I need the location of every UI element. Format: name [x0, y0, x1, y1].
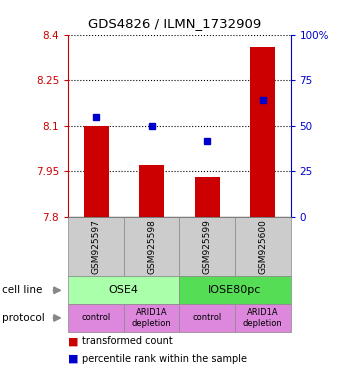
Bar — [84, 126, 108, 217]
Text: control: control — [82, 313, 111, 323]
Bar — [139, 165, 164, 217]
Text: transformed count: transformed count — [82, 336, 172, 346]
Text: ■: ■ — [68, 354, 79, 364]
Text: control: control — [193, 313, 222, 323]
Text: protocol: protocol — [2, 313, 44, 323]
Text: ARID1A
depletion: ARID1A depletion — [132, 308, 172, 328]
Text: GSM925598: GSM925598 — [147, 219, 156, 274]
Text: cell line: cell line — [2, 285, 42, 295]
Text: IOSE80pc: IOSE80pc — [208, 285, 262, 295]
Text: GSM925600: GSM925600 — [258, 219, 267, 274]
Text: GSM925597: GSM925597 — [92, 219, 100, 274]
Text: OSE4: OSE4 — [109, 285, 139, 295]
Bar — [195, 177, 220, 217]
Text: ARID1A
depletion: ARID1A depletion — [243, 308, 282, 328]
Text: GDS4826 / ILMN_1732909: GDS4826 / ILMN_1732909 — [88, 17, 262, 30]
Text: ■: ■ — [68, 336, 79, 346]
Text: percentile rank within the sample: percentile rank within the sample — [82, 354, 246, 364]
Text: GSM925599: GSM925599 — [203, 219, 212, 274]
Bar — [250, 47, 275, 217]
